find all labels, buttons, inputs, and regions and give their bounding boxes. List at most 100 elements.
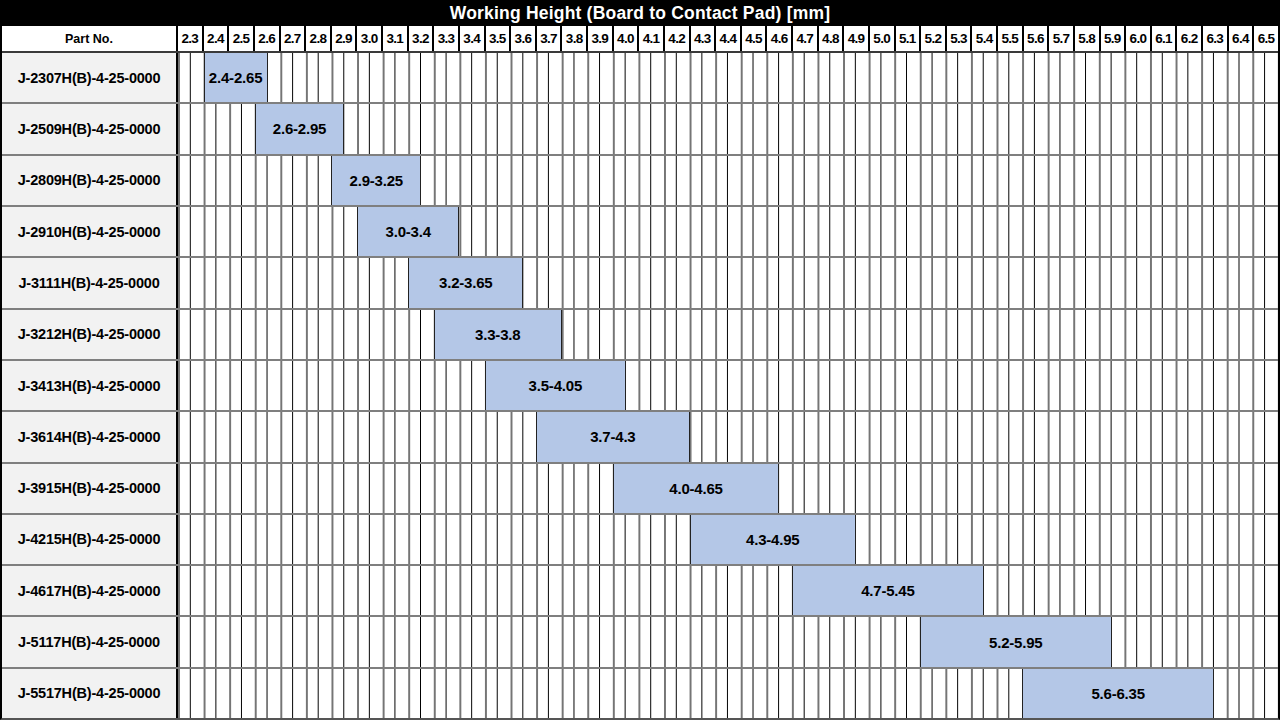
chart-row: J-3212H(B)-4-25-0000 3.3-3.8 xyxy=(2,308,1278,359)
axis-tick: 3.5 xyxy=(484,26,510,51)
axis-tick: 6.5 xyxy=(1252,26,1278,51)
chart-rows: J-2307H(B)-4-25-00002.4-2.65J-2509H(B)-4… xyxy=(2,53,1278,718)
row-track: 3.5-4.05 xyxy=(178,361,1278,410)
axis-tick: 3.2 xyxy=(407,26,433,51)
part-no-cell: J-4617H(B)-4-25-0000 xyxy=(2,566,178,615)
axis-tick: 3.0 xyxy=(355,26,381,51)
chart-row: J-2509H(B)-4-25-0000 2.6-2.95 xyxy=(2,102,1278,153)
axis-tick: 3.3 xyxy=(432,26,458,51)
axis-tick: 4.4 xyxy=(714,26,740,51)
axis-tick: 6.4 xyxy=(1227,26,1253,51)
axis-tick: 3.9 xyxy=(586,26,612,51)
axis-tick: 5.8 xyxy=(1073,26,1099,51)
axis-tick: 4.0 xyxy=(612,26,638,51)
part-no-cell: J-2307H(B)-4-25-0000 xyxy=(2,53,178,102)
row-track: 2.9-3.25 xyxy=(178,156,1278,205)
part-no-cell: J-3111H(B)-4-25-0000 xyxy=(2,258,178,307)
row-track: 2.4-2.65 xyxy=(178,53,1278,102)
range-bar: 2.4-2.65 xyxy=(204,53,268,102)
chart-row: J-3614H(B)-4-25-0000 3.7-4.3 xyxy=(2,410,1278,461)
range-bar: 4.7-5.45 xyxy=(792,566,984,615)
part-no-cell: J-3614H(B)-4-25-0000 xyxy=(2,412,178,461)
axis-tick: 6.2 xyxy=(1175,26,1201,51)
part-no-cell: J-2509H(B)-4-25-0000 xyxy=(2,104,178,153)
axis-tick: 3.7 xyxy=(535,26,561,51)
axis-tick: 2.7 xyxy=(279,26,305,51)
chart-row: J-4617H(B)-4-25-0000 4.7-5.45 xyxy=(2,564,1278,615)
axis-tick: 4.5 xyxy=(740,26,766,51)
axis-tick: 6.0 xyxy=(1124,26,1150,51)
row-track: 3.7-4.3 xyxy=(178,412,1278,461)
range-bar: 3.2-3.65 xyxy=(408,258,523,307)
row-track: 3.2-3.65 xyxy=(178,258,1278,307)
axis-tick: 5.4 xyxy=(970,26,996,51)
row-track: 3.0-3.4 xyxy=(178,207,1278,256)
part-no-cell: J-2910H(B)-4-25-0000 xyxy=(2,207,178,256)
part-no-cell: J-4215H(B)-4-25-0000 xyxy=(2,515,178,564)
axis-tick: 2.8 xyxy=(304,26,330,51)
axis-tick: 4.2 xyxy=(663,26,689,51)
axis-tick: 5.2 xyxy=(919,26,945,51)
axis-tick: 4.7 xyxy=(791,26,817,51)
range-bar: 5.2-5.95 xyxy=(920,617,1112,666)
axis-tick: 5.5 xyxy=(996,26,1022,51)
chart-row: J-5517H(B)-4-25-0000 5.6-6.35 xyxy=(2,667,1278,718)
row-track: 5.2-5.95 xyxy=(178,617,1278,666)
range-bar: 3.0-3.4 xyxy=(357,207,459,256)
range-bar: 2.9-3.25 xyxy=(331,156,421,205)
chart-title: Working Height (Board to Contact Pad) [m… xyxy=(2,0,1278,26)
axis-tick: 2.6 xyxy=(253,26,279,51)
axis-tick: 3.4 xyxy=(458,26,484,51)
range-bar: 3.7-4.3 xyxy=(536,412,689,461)
part-no-cell: J-5117H(B)-4-25-0000 xyxy=(2,617,178,666)
axis-tick: 4.6 xyxy=(765,26,791,51)
axis-tick: 2.3 xyxy=(178,26,202,51)
row-track: 3.3-3.8 xyxy=(178,310,1278,359)
row-track: 4.0-4.65 xyxy=(178,464,1278,513)
axis-tick: 5.3 xyxy=(945,26,971,51)
row-track: 2.6-2.95 xyxy=(178,104,1278,153)
chart-row: J-2307H(B)-4-25-0000 2.4-2.65 xyxy=(2,53,1278,102)
chart-row: J-3915H(B)-4-25-0000 4.0-4.65 xyxy=(2,462,1278,513)
part-no-cell: J-5517H(B)-4-25-0000 xyxy=(2,669,178,718)
chart-row: J-2809H(B)-4-25-0000 2.9-3.25 xyxy=(2,154,1278,205)
working-height-chart: Working Height (Board to Contact Pad) [m… xyxy=(0,0,1280,720)
part-no-header: Part No. xyxy=(2,26,178,51)
axis-tick: 4.1 xyxy=(637,26,663,51)
axis-tick: 2.4 xyxy=(202,26,228,51)
range-bar: 2.6-2.95 xyxy=(255,104,345,153)
axis-tick: 4.8 xyxy=(817,26,843,51)
axis-tick: 3.8 xyxy=(560,26,586,51)
axis-tick: 4.3 xyxy=(689,26,715,51)
chart-row: J-3413H(B)-4-25-0000 3.5-4.05 xyxy=(2,359,1278,410)
axis-tick: 6.1 xyxy=(1150,26,1176,51)
chart-row: J-2910H(B)-4-25-0000 3.0-3.4 xyxy=(2,205,1278,256)
axis-tick: 4.9 xyxy=(842,26,868,51)
axis-tick-row: 2.32.42.52.62.72.82.93.03.13.23.33.43.53… xyxy=(178,26,1278,51)
range-bar: 3.5-4.05 xyxy=(485,361,626,410)
range-bar: 4.0-4.65 xyxy=(613,464,779,513)
axis-tick: 2.5 xyxy=(227,26,253,51)
chart-row: J-5117H(B)-4-25-0000 5.2-5.95 xyxy=(2,615,1278,666)
axis-tick: 5.7 xyxy=(1047,26,1073,51)
part-no-cell: J-3915H(B)-4-25-0000 xyxy=(2,464,178,513)
axis-tick: 5.9 xyxy=(1099,26,1125,51)
axis-tick: 3.1 xyxy=(381,26,407,51)
row-track: 5.6-6.35 xyxy=(178,669,1278,718)
row-track: 4.7-5.45 xyxy=(178,566,1278,615)
axis-tick: 5.6 xyxy=(1022,26,1048,51)
axis-tick: 5.0 xyxy=(868,26,894,51)
part-no-cell: J-3413H(B)-4-25-0000 xyxy=(2,361,178,410)
part-no-cell: J-3212H(B)-4-25-0000 xyxy=(2,310,178,359)
row-track: 4.3-4.95 xyxy=(178,515,1278,564)
axis-tick: 6.3 xyxy=(1201,26,1227,51)
axis-tick: 5.1 xyxy=(894,26,920,51)
axis-tick: 3.6 xyxy=(509,26,535,51)
chart-row: J-4215H(B)-4-25-0000 4.3-4.95 xyxy=(2,513,1278,564)
range-bar: 3.3-3.8 xyxy=(434,310,562,359)
header-row: Part No. 2.32.42.52.62.72.82.93.03.13.23… xyxy=(2,26,1278,53)
part-no-cell: J-2809H(B)-4-25-0000 xyxy=(2,156,178,205)
range-bar: 4.3-4.95 xyxy=(690,515,856,564)
range-bar: 5.6-6.35 xyxy=(1022,669,1214,718)
axis-tick: 2.9 xyxy=(330,26,356,51)
